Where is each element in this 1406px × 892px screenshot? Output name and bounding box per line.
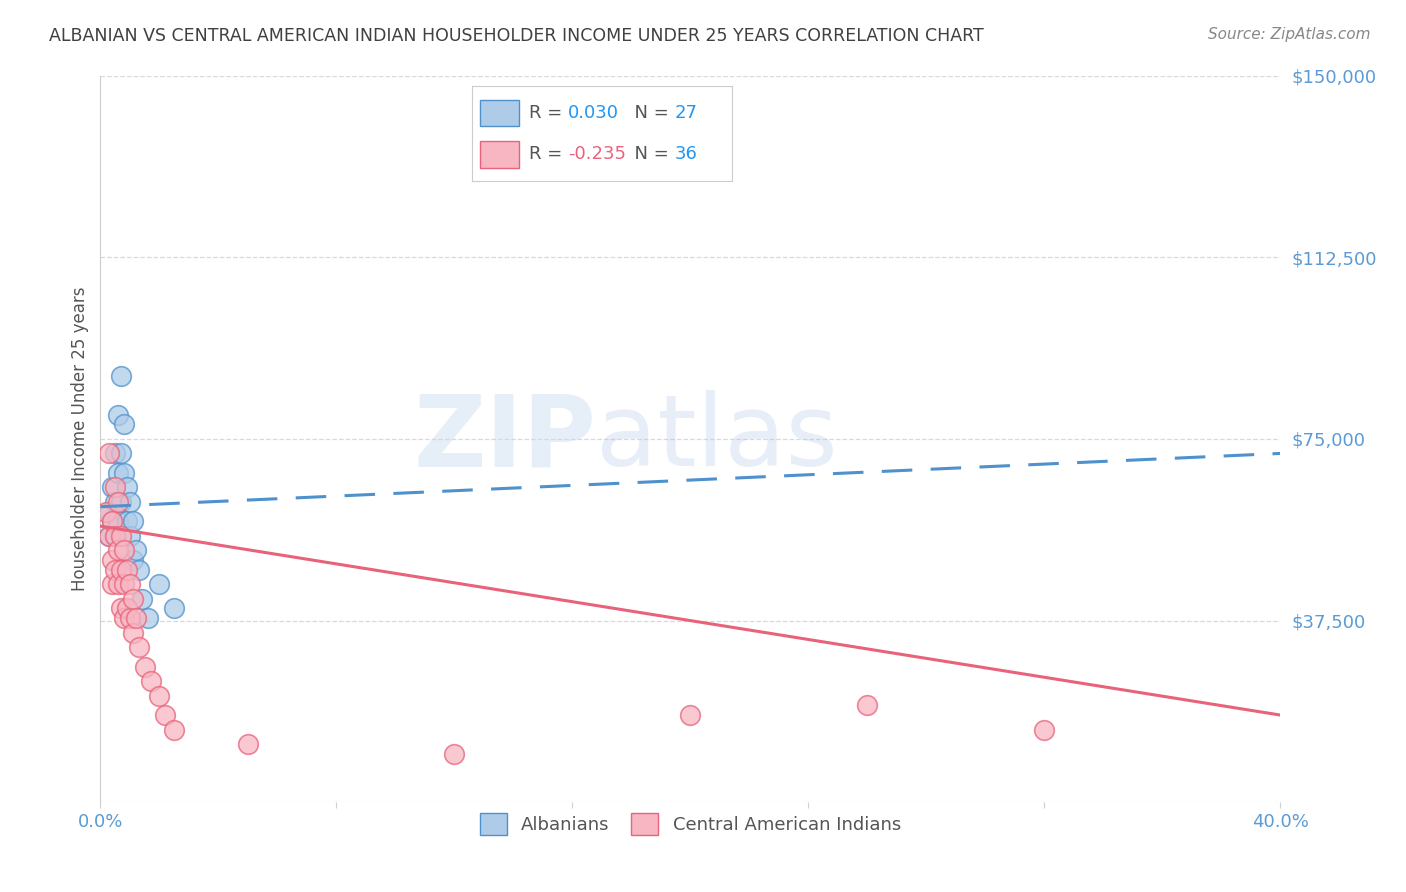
Point <box>236 737 259 751</box>
Point <box>128 640 150 655</box>
Point <box>148 689 170 703</box>
Point <box>134 659 156 673</box>
Point <box>112 466 135 480</box>
Text: Source: ZipAtlas.com: Source: ZipAtlas.com <box>1208 27 1371 42</box>
Point <box>118 495 141 509</box>
Point <box>112 543 135 558</box>
Point <box>96 505 118 519</box>
Point <box>125 543 148 558</box>
Point <box>110 529 132 543</box>
Point <box>101 514 124 528</box>
Point <box>856 698 879 713</box>
Point <box>115 563 138 577</box>
Point <box>101 553 124 567</box>
Point <box>107 408 129 422</box>
Point <box>121 553 143 567</box>
Point <box>118 529 141 543</box>
Point <box>98 446 121 460</box>
Point <box>110 495 132 509</box>
Point <box>139 674 162 689</box>
Point <box>121 625 143 640</box>
Point <box>125 611 148 625</box>
Point <box>110 601 132 615</box>
Point <box>104 480 127 494</box>
Point <box>107 577 129 591</box>
Point <box>107 543 129 558</box>
Point <box>101 480 124 494</box>
Point <box>1033 723 1056 737</box>
Point <box>101 577 124 591</box>
Point <box>115 514 138 528</box>
Text: ALBANIAN VS CENTRAL AMERICAN INDIAN HOUSEHOLDER INCOME UNDER 25 YEARS CORRELATIO: ALBANIAN VS CENTRAL AMERICAN INDIAN HOUS… <box>49 27 984 45</box>
Point <box>110 446 132 460</box>
Point <box>101 514 124 528</box>
Point <box>136 611 159 625</box>
Point <box>115 601 138 615</box>
Point <box>104 529 127 543</box>
Point <box>104 446 127 460</box>
Point <box>121 514 143 528</box>
Point <box>110 563 132 577</box>
Point <box>679 708 702 723</box>
Point <box>107 466 129 480</box>
Point <box>98 529 121 543</box>
Text: ZIP: ZIP <box>413 391 596 487</box>
Point <box>155 708 177 723</box>
Point <box>104 563 127 577</box>
Point <box>107 514 129 528</box>
Point <box>118 611 141 625</box>
Point <box>443 747 465 761</box>
Point <box>98 529 121 543</box>
Point <box>163 601 186 615</box>
Legend: Albanians, Central American Indians: Albanians, Central American Indians <box>471 804 910 844</box>
Point <box>118 577 141 591</box>
Point <box>107 495 129 509</box>
Point <box>112 611 135 625</box>
Point <box>110 368 132 383</box>
Point <box>98 505 121 519</box>
Y-axis label: Householder Income Under 25 years: Householder Income Under 25 years <box>72 286 89 591</box>
Point <box>131 591 153 606</box>
Point <box>115 480 138 494</box>
Point <box>128 563 150 577</box>
Point <box>104 529 127 543</box>
Text: atlas: atlas <box>596 391 838 487</box>
Point <box>112 577 135 591</box>
Point <box>112 417 135 432</box>
Point <box>148 577 170 591</box>
Point <box>121 591 143 606</box>
Point <box>104 495 127 509</box>
Point <box>163 723 186 737</box>
